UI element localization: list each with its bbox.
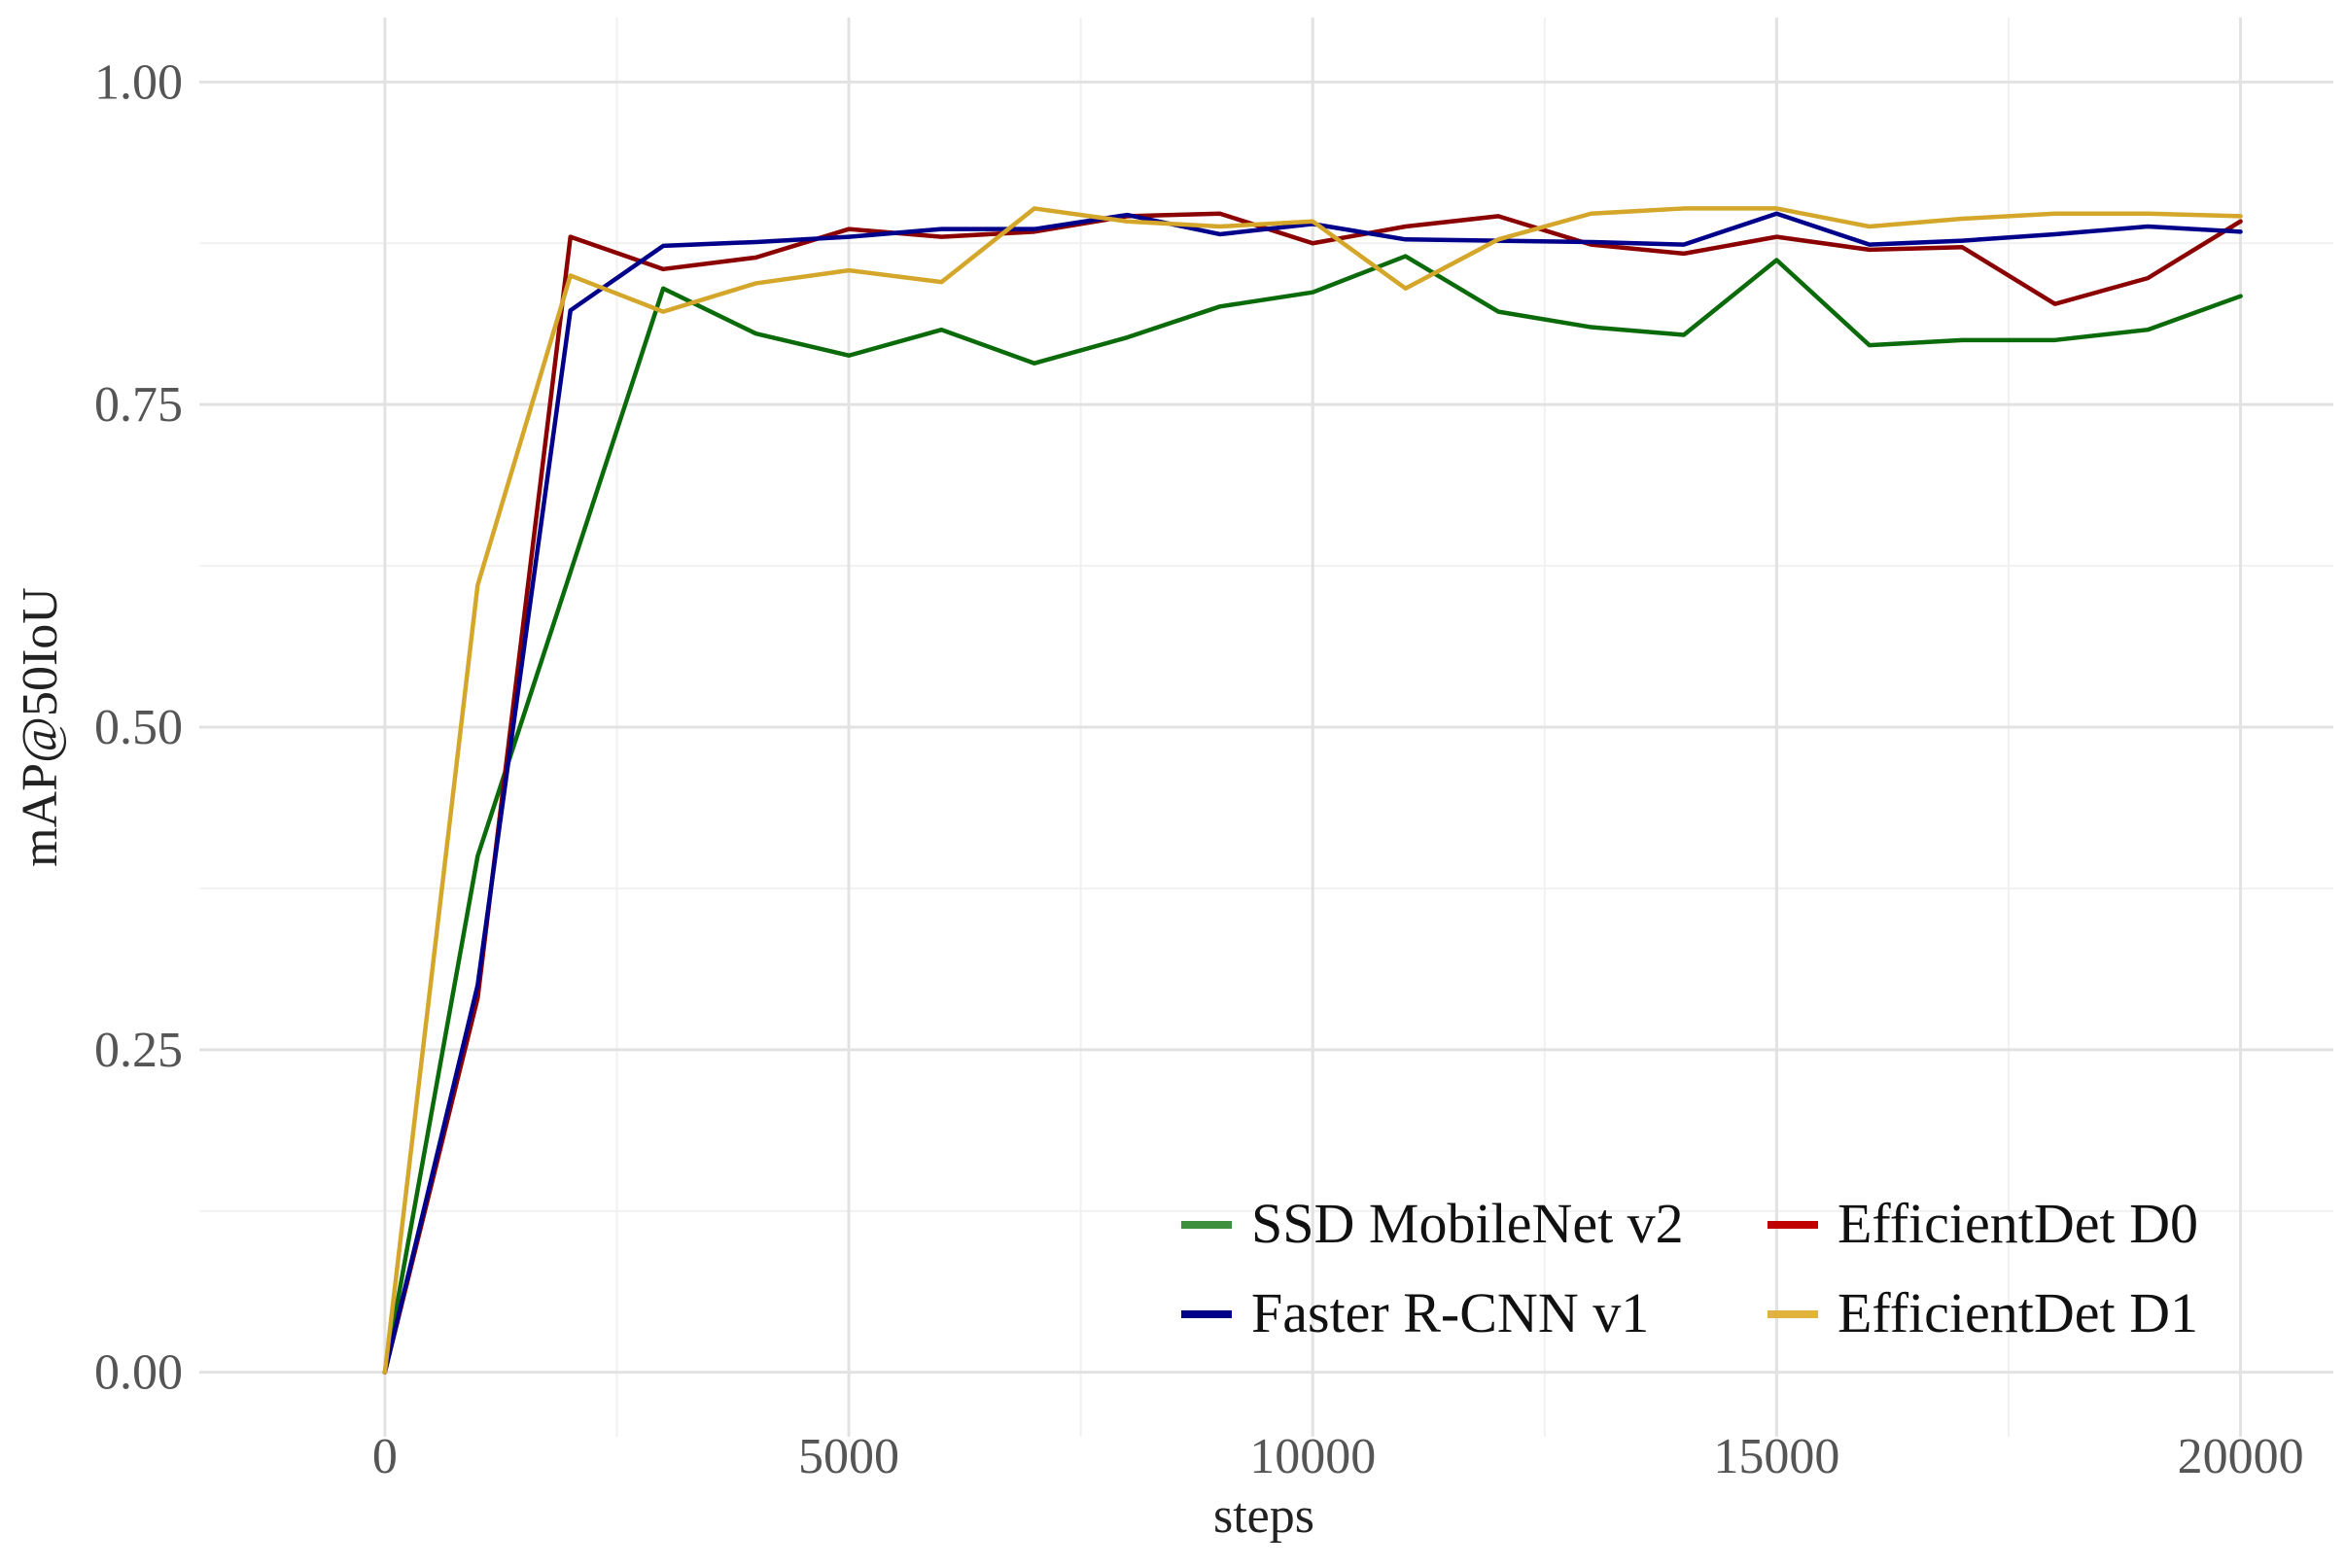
series-line-efficientdet-d0 — [382, 211, 2243, 1375]
y-axis-ticks: 0.00 0.25 0.50 0.75 1.00 — [94, 54, 183, 1400]
grid — [199, 17, 2333, 1437]
series-lines — [382, 206, 2243, 1375]
x-axis-ticks: 0 5000 10000 15000 20000 — [372, 1429, 2304, 1484]
x-axis-label: steps — [1213, 1488, 1314, 1544]
legend-label: SSD MobileNet v2 — [1251, 1192, 1684, 1255]
x-tick-label: 20000 — [2178, 1429, 2304, 1484]
x-tick-label: 10000 — [1249, 1429, 1376, 1484]
x-tick-label: 5000 — [798, 1429, 899, 1484]
x-tick-label: 15000 — [1713, 1429, 1839, 1484]
x-tick-label: 0 — [372, 1429, 398, 1484]
y-tick-label: 0.50 — [94, 700, 183, 755]
y-tick-label: 0.00 — [94, 1345, 183, 1401]
legend-label: Faster R-CNN v1 — [1251, 1281, 1649, 1344]
series-line-efficientdet-d1 — [382, 206, 2243, 1375]
y-tick-label: 0.75 — [94, 377, 183, 433]
y-axis-label: mAP@50IoU — [13, 587, 68, 867]
legend: SSD MobileNet v2 EfficientDet D0 Faster R-… — [1181, 1192, 2198, 1344]
y-tick-label: 1.00 — [94, 54, 183, 110]
legend-label: EfficientDet D0 — [1838, 1192, 2198, 1255]
legend-label: EfficientDet D1 — [1838, 1281, 2198, 1344]
y-tick-label: 0.25 — [94, 1023, 183, 1078]
